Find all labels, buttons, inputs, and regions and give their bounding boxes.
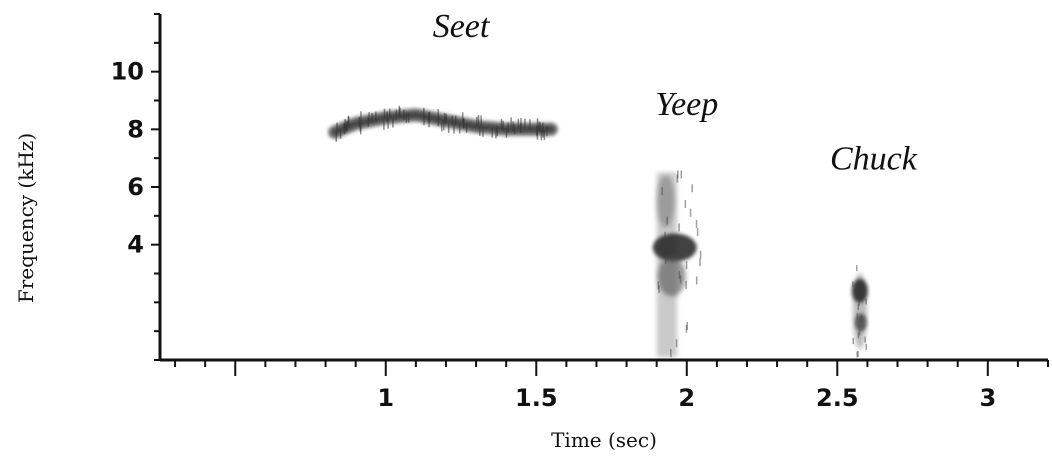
x-tick-label: 1 <box>377 384 394 412</box>
annotation-yeep: Yeep <box>655 86 718 123</box>
annotation-seet: Seet <box>433 8 491 45</box>
annotation-chuck: Chuck <box>830 141 918 178</box>
x-tick-label: 2.5 <box>816 384 859 412</box>
y-tick-label: 10 <box>111 58 144 86</box>
yeep-harmonic <box>652 233 697 262</box>
chuck-core <box>851 278 868 303</box>
y-tick-label: 6 <box>127 173 144 201</box>
plot-area <box>328 105 868 358</box>
x-tick-label: 3 <box>979 384 996 412</box>
y-tick-label: 4 <box>127 231 144 259</box>
yeep-upper-energy <box>656 175 675 228</box>
y-axis-title: Frequency (kHz) <box>14 133 38 303</box>
x-axis-title: Time (sec) <box>551 428 657 452</box>
y-tick-label: 8 <box>127 115 144 143</box>
axes: 4 6 8 10 1 1.5 2 2.5 3 Seet Yeep Chuck <box>111 8 1049 412</box>
x-tick-label: 2 <box>678 384 695 412</box>
yeep-lower-energy <box>657 256 686 297</box>
labels: Time (sec) Frequency (kHz) <box>14 133 657 452</box>
x-tick-label: 1.5 <box>515 384 558 412</box>
